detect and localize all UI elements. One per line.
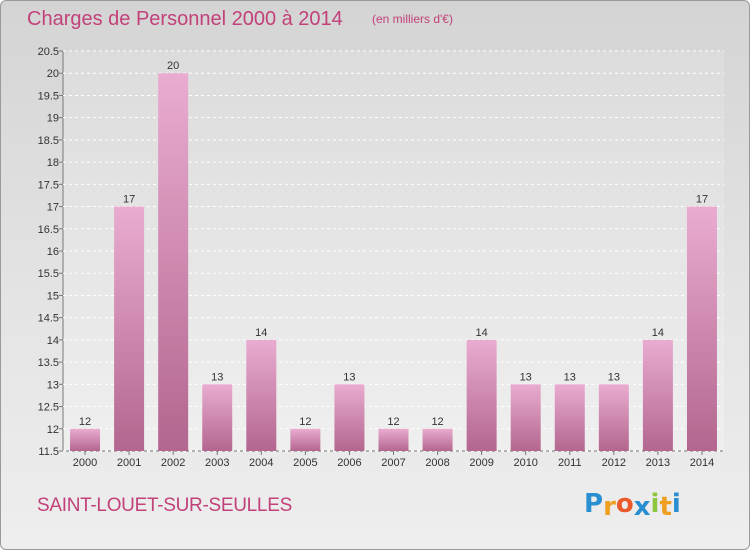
- bar-value-label: 13: [608, 371, 620, 383]
- y-tick-label: 17: [47, 202, 59, 214]
- x-tick-label: 2003: [205, 457, 229, 469]
- y-tick-label: 12: [47, 424, 59, 436]
- bar: [70, 428, 101, 451]
- bar: [510, 384, 541, 451]
- bar: [246, 339, 277, 451]
- x-tick-label: 2007: [381, 457, 405, 469]
- y-tick-label: 14: [47, 335, 59, 347]
- bar-value-label: 20: [167, 60, 179, 72]
- y-tick-label: 15.5: [38, 268, 59, 280]
- bar: [642, 339, 673, 451]
- logo-letter: x: [633, 492, 651, 522]
- logo-letter: i: [671, 489, 681, 519]
- bar: [158, 73, 189, 451]
- y-tick-label: 11.5: [38, 446, 59, 458]
- y-tick-label: 13: [47, 379, 59, 391]
- logo-letter: t: [659, 492, 672, 522]
- y-tick-label: 14.5: [38, 313, 59, 325]
- chart-subtitle: (en milliers d'€): [372, 12, 453, 26]
- x-tick-label: 2004: [249, 457, 273, 469]
- x-tick-label: 2014: [690, 457, 714, 469]
- x-tick-label: 2000: [73, 457, 97, 469]
- y-tick-label: 17.5: [38, 179, 59, 191]
- bar-value-label: 17: [696, 194, 708, 206]
- bar: [114, 206, 145, 451]
- bar-value-label: 13: [343, 371, 355, 383]
- x-tick-label: 2009: [469, 457, 493, 469]
- y-tick-label: 15: [47, 290, 59, 302]
- proxiti-logo: Proxiti: [584, 489, 681, 522]
- logo-letter: r: [603, 492, 616, 522]
- bar-value-label: 17: [123, 194, 135, 206]
- y-tick-label: 12.5: [38, 402, 59, 414]
- bar: [598, 384, 629, 451]
- x-tick-label: 2005: [293, 457, 317, 469]
- x-tick-label: 2002: [161, 457, 185, 469]
- y-tick-label: 16: [47, 246, 59, 258]
- logo-letter: i: [650, 489, 660, 519]
- chart-title: Charges de Personnel 2000 à 2014: [27, 8, 343, 30]
- x-tick-label: 2006: [337, 457, 361, 469]
- x-tick-label: 2001: [117, 457, 141, 469]
- x-tick-label: 2013: [646, 457, 670, 469]
- logo-letter: o: [615, 489, 634, 519]
- x-tick-label: 2008: [425, 457, 449, 469]
- y-tick-label: 18: [47, 157, 59, 169]
- y-tick-label: 18.5: [38, 135, 59, 147]
- bar-value-label: 13: [520, 371, 532, 383]
- bar-value-label: 12: [79, 416, 91, 428]
- bar: [378, 428, 409, 451]
- bar: [466, 339, 497, 451]
- bar: [202, 384, 233, 451]
- bar: [554, 384, 585, 451]
- bar: [422, 428, 453, 451]
- y-tick-label: 13.5: [38, 357, 59, 369]
- bar-value-label: 12: [431, 416, 443, 428]
- x-tick-label: 2011: [558, 457, 582, 469]
- bar-value-label: 13: [211, 371, 223, 383]
- bar: [686, 206, 717, 451]
- bar: [334, 384, 365, 451]
- bar-value-label: 12: [299, 416, 311, 428]
- logo-letter: P: [584, 489, 604, 519]
- y-tick-label: 20: [47, 68, 59, 80]
- town-name: SAINT-LOUET-SUR-SEULLES: [37, 495, 292, 516]
- x-tick-label: 2012: [602, 457, 626, 469]
- y-tick-label: 19.5: [38, 90, 59, 102]
- bar-value-label: 14: [476, 327, 488, 339]
- y-tick-label: 20.5: [38, 46, 59, 58]
- bar-value-label: 14: [652, 327, 664, 339]
- x-tick-label: 2010: [513, 457, 537, 469]
- bar-value-label: 13: [564, 371, 576, 383]
- y-tick-label: 19: [47, 113, 59, 125]
- bar-value-label: 12: [387, 416, 399, 428]
- bar: [290, 428, 321, 451]
- bar-value-label: 14: [255, 327, 267, 339]
- y-tick-label: 16.5: [38, 224, 59, 236]
